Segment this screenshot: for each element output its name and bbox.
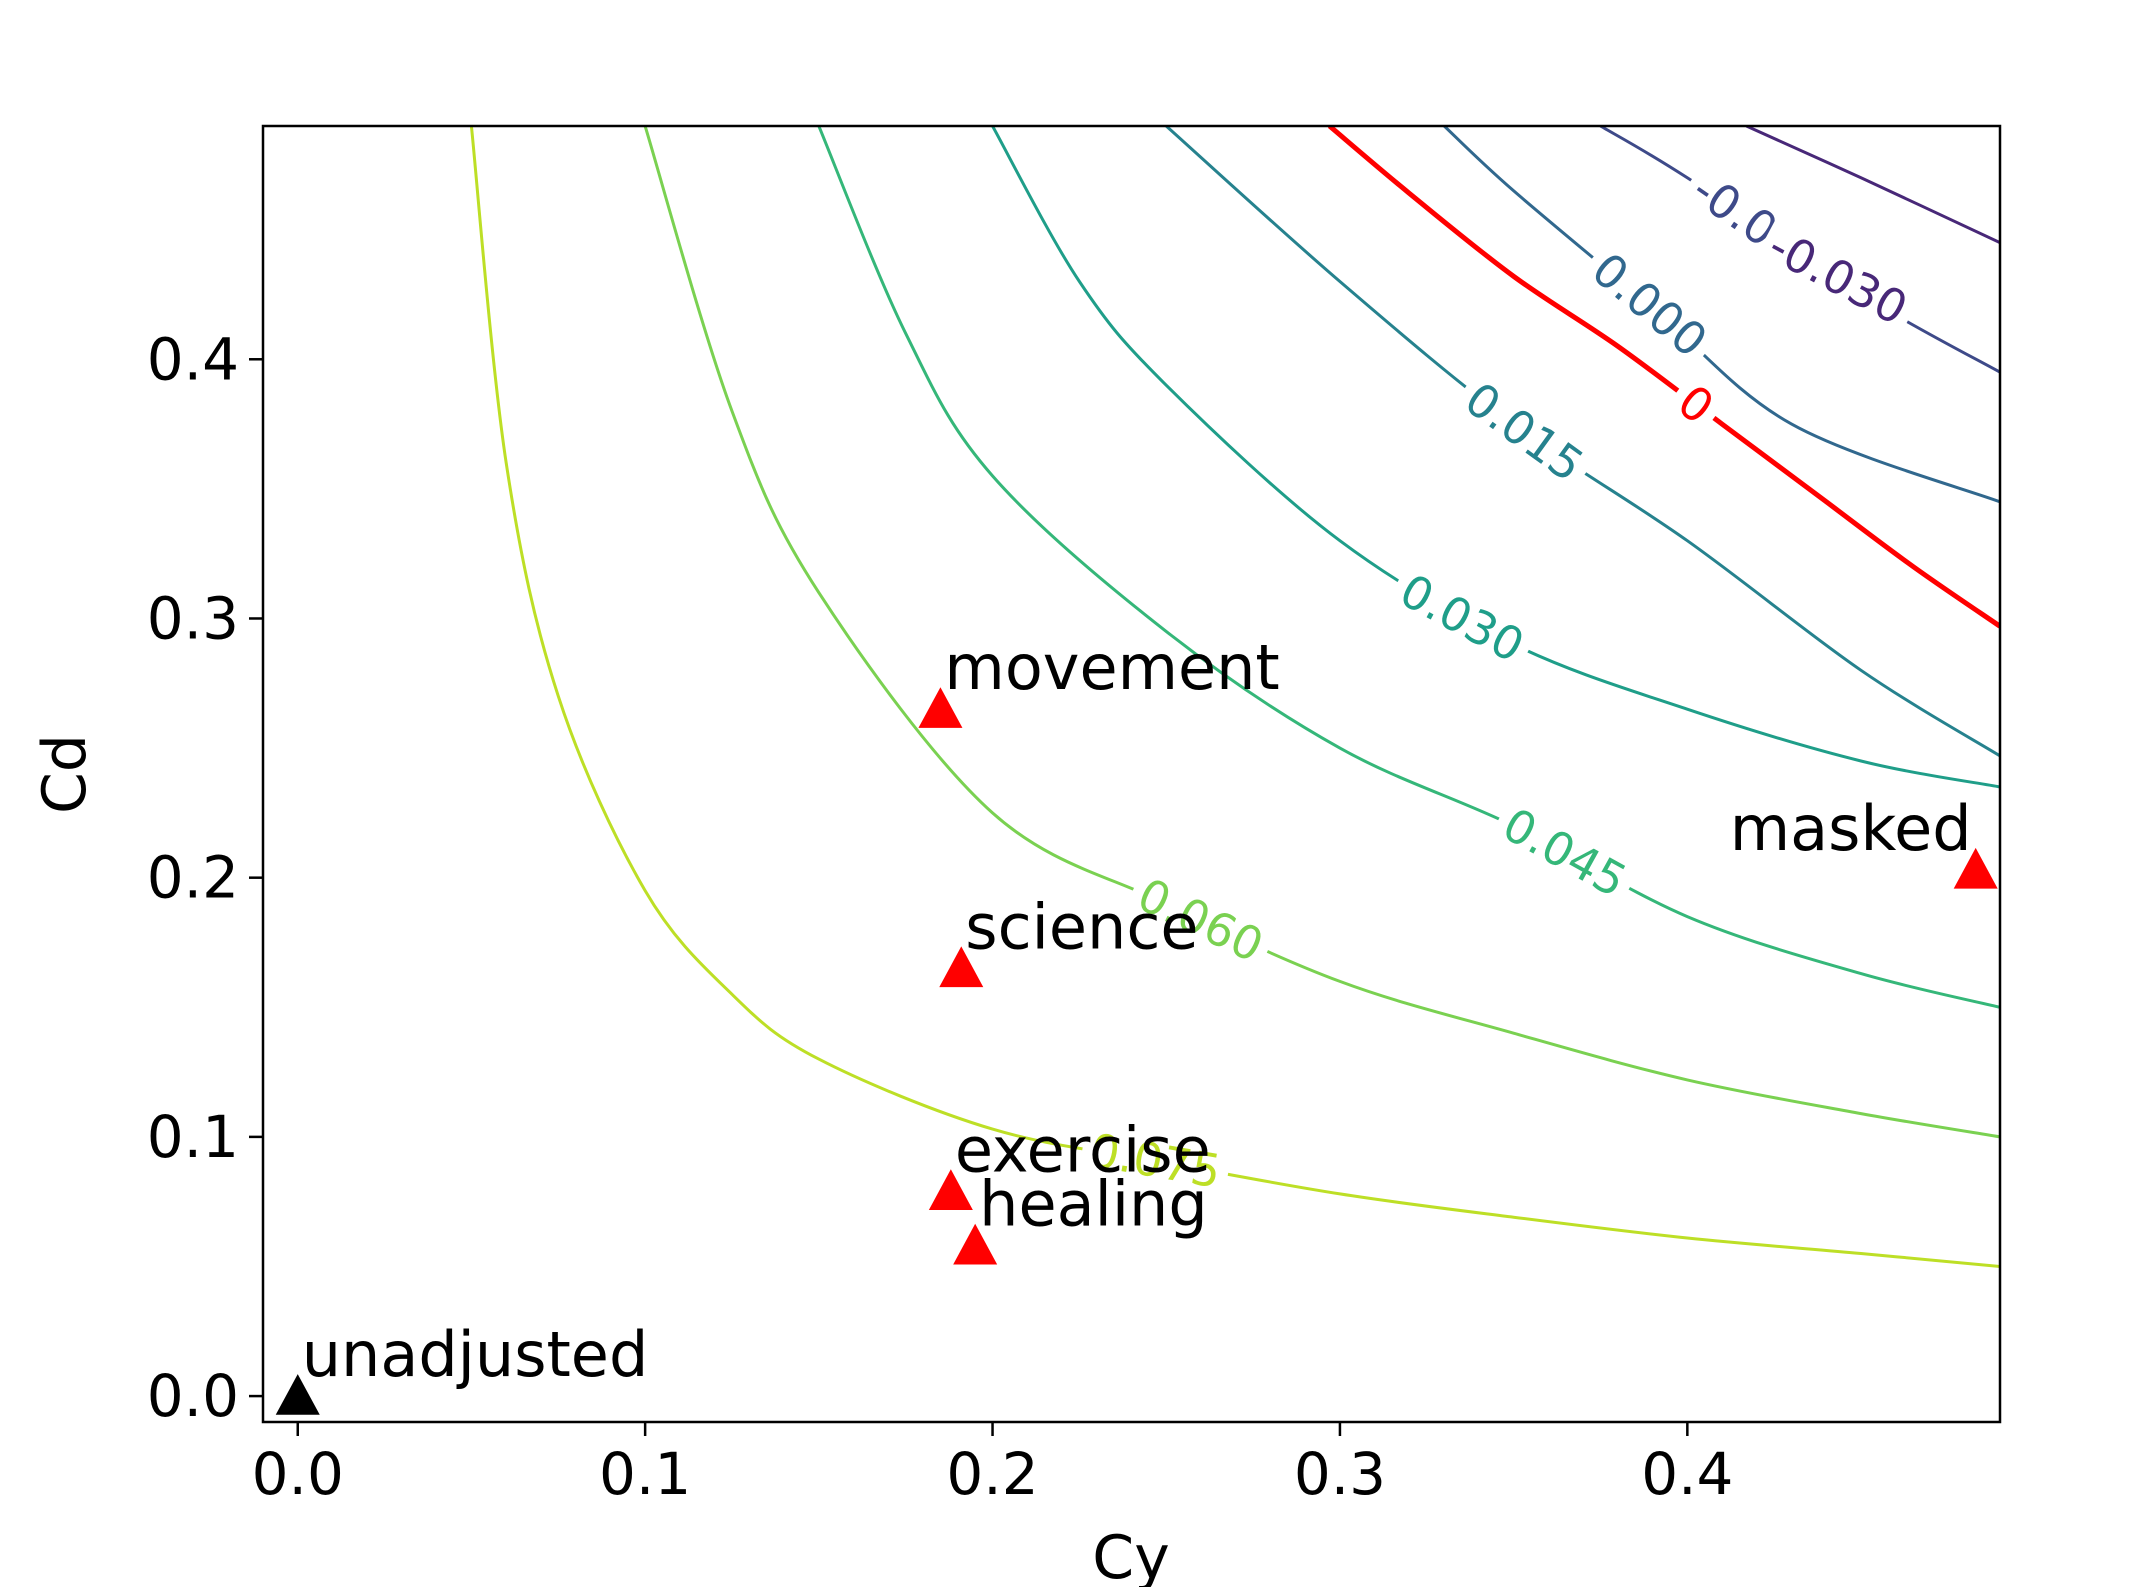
point-marker-science bbox=[939, 946, 984, 988]
point-marker-healing bbox=[953, 1223, 998, 1265]
contour-line-0neg-045 bbox=[817, 126, 2000, 1009]
point-label-unadjusted: unadjusted bbox=[302, 1318, 649, 1391]
y-tick-label: 0.3 bbox=[147, 584, 239, 652]
data-points: unadjusted movement science exercisehealing… bbox=[275, 631, 1998, 1415]
contour-line-0neg-000-label-gap bbox=[1574, 235, 1725, 375]
x-axis-label: Cy bbox=[1092, 1523, 1169, 1587]
point-label-science: science bbox=[965, 890, 1198, 963]
contour-line-neg-030-label-gap bbox=[1751, 212, 1925, 342]
contour-line-0neg-060-label-gap bbox=[1121, 862, 1280, 979]
contour-line-neg-0-030 bbox=[1745, 126, 2000, 244]
threshold-contour bbox=[1327, 126, 2000, 629]
threshold-contour-label-gap bbox=[1660, 367, 1732, 442]
plot-frame bbox=[261, 124, 2002, 1424]
x-tick-label: 0.4 bbox=[1641, 1440, 1733, 1508]
contour-line-0neg-075 bbox=[469, 126, 2000, 1268]
x-tick-label: 0.0 bbox=[252, 1440, 344, 1508]
point-marker-masked bbox=[1953, 847, 1998, 889]
y-tick-label: 0.2 bbox=[147, 844, 239, 912]
y-axis-label: Cd bbox=[30, 734, 100, 814]
x-tick-label: 0.3 bbox=[1294, 1440, 1386, 1508]
contour-line-0neg-015-label-gap bbox=[1447, 365, 1602, 499]
y-tick-label: 0.0 bbox=[147, 1362, 239, 1430]
point-marker-exercise bbox=[928, 1169, 973, 1211]
y-tick-label: 0.4 bbox=[147, 325, 239, 393]
x-tick-label: 0.2 bbox=[946, 1440, 1038, 1508]
contour-line-0neg-030-label-gap bbox=[1383, 557, 1541, 679]
contour-line-0neg-045-label-gap bbox=[1485, 791, 1644, 914]
y-axis: 0.0 0.1 0.2 0.3 0.4 bbox=[147, 325, 263, 1430]
point-label-movement: movement bbox=[944, 631, 1279, 704]
point-label-masked: masked bbox=[1730, 792, 1972, 865]
point-label-exercise: exercise bbox=[955, 1113, 1211, 1186]
x-tick-label: 0.1 bbox=[599, 1440, 691, 1508]
contour-line-0neg-075-label-gap bbox=[1077, 1119, 1234, 1203]
point-marker-movement bbox=[918, 687, 963, 728]
point-label-healing: healing bbox=[979, 1168, 1208, 1241]
point-marker-unadjusted bbox=[275, 1374, 320, 1415]
x-axis: 0.0 0.1 0.2 0.3 0.4 bbox=[252, 1422, 1733, 1508]
y-tick-label: 0.1 bbox=[147, 1103, 239, 1171]
